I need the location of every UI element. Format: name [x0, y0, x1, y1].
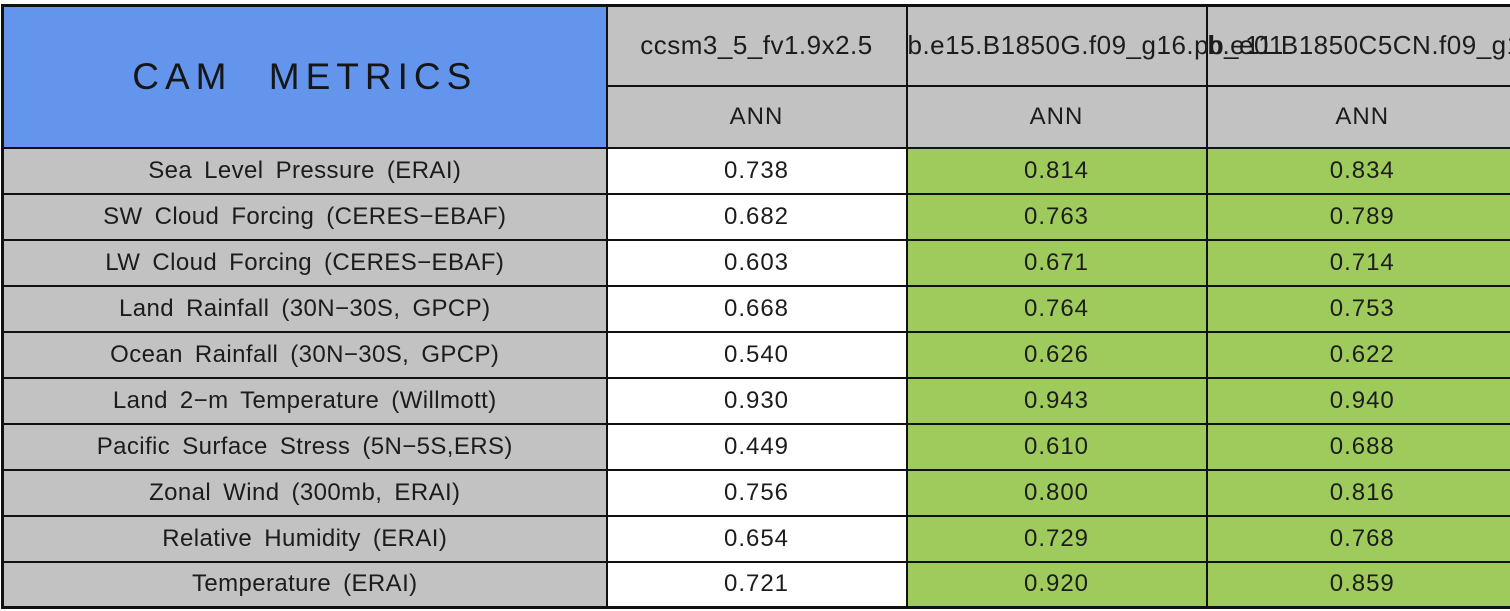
table-row: Zonal Wind (300mb, ERAI) 0.756 0.800 0.8… [1, 468, 1510, 517]
season-cell-1: ANN [605, 84, 908, 149]
metric-label-cell: LW Cloud Forcing (CERES−EBAF) [1, 238, 608, 287]
metric-label-cell: Land 2−m Temperature (Willmott) [1, 376, 608, 425]
table-row: Ocean Rainfall (30N−30S, GPCP) 0.540 0.6… [1, 330, 1510, 379]
metric-value-cell: 0.768 [1205, 514, 1510, 563]
metric-label-cell: Ocean Rainfall (30N−30S, GPCP) [1, 330, 608, 379]
season-row: ANN ANN ANN [3, 84, 1510, 149]
metric-label-cell: Land Rainfall (30N−30S, GPCP) [1, 284, 608, 333]
metric-value-cell: 0.789 [1205, 192, 1510, 241]
model-name-row: CAM METRICS ccsm3_5_fv1.9x2.5 b.e15.B185… [1, 4, 1510, 149]
table-row: Land 2−m Temperature (Willmott) 0.930 0.… [1, 376, 1510, 425]
metric-value-cell: 0.610 [905, 422, 1208, 471]
metric-value-cell: 0.654 [605, 514, 908, 563]
metric-value-cell: 0.943 [905, 376, 1208, 425]
metric-value-cell: 0.764 [905, 284, 1208, 333]
metric-value-cell: 0.763 [905, 192, 1208, 241]
metric-value-cell: 0.940 [1205, 376, 1510, 425]
metric-label-cell: Zonal Wind (300mb, ERAI) [1, 468, 608, 517]
metric-value-cell: 0.603 [605, 238, 908, 287]
model-name-cell-2: b.e15.B1850G.f09_g16.pb_e01 [905, 4, 1283, 87]
metric-value-cell: 0.756 [605, 468, 908, 517]
metric-value-cell: 0.738 [605, 146, 908, 195]
metric-value-cell: 0.671 [905, 238, 1208, 287]
metric-value-cell: 0.920 [905, 560, 1208, 609]
metric-value-cell: 0.930 [605, 376, 908, 425]
metric-label-cell: Sea Level Pressure (ERAI) [1, 146, 608, 195]
metric-value-cell: 0.859 [1205, 560, 1510, 609]
metric-value-cell: 0.622 [1205, 330, 1510, 379]
metric-value-cell: 0.688 [1205, 422, 1510, 471]
metric-label-cell: Relative Humidity (ERAI) [1, 514, 608, 563]
table-row: Land Rainfall (30N−30S, GPCP) 0.668 0.76… [1, 284, 1510, 333]
metric-value-cell: 0.682 [605, 192, 908, 241]
table-row: LW Cloud Forcing (CERES−EBAF) 0.603 0.67… [1, 238, 1510, 287]
table-row: Sea Level Pressure (ERAI) 0.738 0.814 0.… [1, 146, 1510, 195]
metrics-table-container: CAM METRICS ccsm3_5_fv1.9x2.5 b.e15.B185… [1, 4, 1510, 609]
metric-value-cell: 0.729 [905, 514, 1208, 563]
metric-value-cell: 0.668 [605, 284, 908, 333]
table-title-cell: CAM METRICS [1, 4, 608, 149]
metric-label-cell: Pacific Surface Stress (5N−5S,ERS) [1, 422, 608, 471]
metric-label-cell: SW Cloud Forcing (CERES−EBAF) [1, 192, 608, 241]
metric-value-cell: 0.626 [905, 330, 1208, 379]
table-row: SW Cloud Forcing (CERES−EBAF) 0.682 0.76… [1, 192, 1510, 241]
table-row: Temperature (ERAI) 0.721 0.920 0.859 [1, 560, 1510, 609]
season-cell-2: ANN [905, 84, 1208, 149]
table-row: Relative Humidity (ERAI) 0.654 0.729 0.7… [1, 514, 1510, 563]
model-name-cell-1: ccsm3_5_fv1.9x2.5 [605, 4, 908, 87]
model-name-cell-3: b.e11.B1850C5CN.f09_g16 [1205, 4, 1510, 87]
metric-label-cell: Temperature (ERAI) [1, 560, 608, 609]
table-row: Pacific Surface Stress (5N−5S,ERS) 0.449… [1, 422, 1510, 471]
metric-value-cell: 0.540 [605, 330, 908, 379]
metric-value-cell: 0.449 [605, 422, 908, 471]
metric-value-cell: 0.714 [1205, 238, 1510, 287]
season-cell-3: ANN [1205, 84, 1510, 149]
metric-value-cell: 0.814 [905, 146, 1208, 195]
metric-value-cell: 0.753 [1205, 284, 1510, 333]
metric-value-cell: 0.816 [1205, 468, 1510, 517]
metric-value-cell: 0.800 [905, 468, 1208, 517]
cam-metrics-table: CAM METRICS ccsm3_5_fv1.9x2.5 b.e15.B185… [1, 4, 1510, 609]
metric-value-cell: 0.721 [605, 560, 908, 609]
metric-value-cell: 0.834 [1205, 146, 1510, 195]
